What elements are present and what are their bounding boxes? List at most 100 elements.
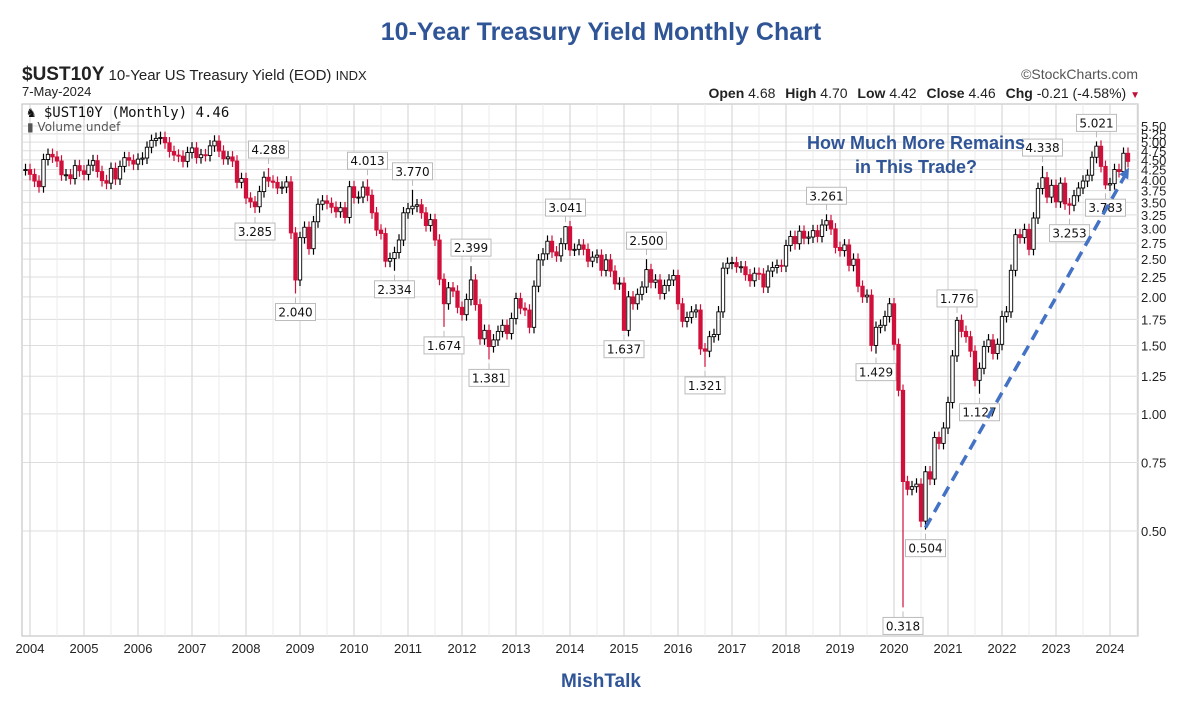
candle-body [792,235,798,245]
y-tick-label: 3.00 [1141,221,1166,236]
price-label-text: 2.399 [454,241,488,255]
brand: ©StockCharts.com [1021,66,1138,82]
candle-body [995,343,1000,354]
candle-body [1031,217,1036,250]
price-label-text: 1.321 [688,379,722,393]
y-tick-label: 1.00 [1141,407,1166,422]
x-tick-label: 2009 [286,641,315,656]
candle-body [126,157,132,161]
x-tick-label: 2008 [232,641,261,656]
price-label-text: 4.338 [1025,141,1059,155]
candle-body [684,317,690,322]
candle-body [347,186,352,218]
candle-body [338,207,343,213]
y-tick-label: 2.75 [1141,236,1166,251]
candle-body [437,239,442,280]
candle-body [257,191,262,208]
price-label: 1.637 [603,334,645,359]
y-tick-label: 1.75 [1141,312,1166,327]
candle-body [203,154,208,157]
candle-body [950,355,955,403]
candle-body [599,254,604,271]
candle-body [50,153,55,158]
x-tick-label: 2007 [178,641,207,656]
candle-body [77,165,82,172]
price-label-text: 3.770 [395,165,429,179]
candle-body [428,219,433,227]
candle-body [122,157,127,167]
candle-body [333,206,339,213]
candle-body [801,230,807,239]
candle-body [1112,169,1117,185]
candle-body [1026,229,1032,250]
price-label: 2.334 [374,274,415,299]
candle-body [855,258,861,287]
candle-body [450,287,456,292]
price-label-text: 1.637 [607,343,641,357]
candle-body [617,282,622,285]
candle-body [459,306,465,316]
footer-credit: MishTalk [561,671,641,692]
candle-body [1058,182,1063,203]
candle-body [252,201,258,208]
y-tick-label: 1.25 [1141,369,1166,384]
price-label-text: 3.285 [238,225,272,239]
candle-body [540,253,546,261]
candle-body [1089,156,1095,176]
candle-body [905,481,910,490]
symbol-line: $UST10Y 10-Year US Treasury Yield (EOD) … [22,64,367,86]
x-tick-label: 2011 [394,641,422,656]
candle-body [594,254,600,258]
candle-body [810,230,816,238]
candle-body [932,436,937,480]
candle-body [968,336,973,352]
candle-body [59,160,64,176]
high-value: 4.70 [820,85,848,101]
candle-body [693,309,699,313]
candle-body [302,226,307,239]
candle-body [104,180,109,184]
candle-body [977,367,982,381]
price-label-text: 2.040 [278,306,312,320]
candle-body [225,156,231,160]
candle-body [185,152,190,162]
candle-body [887,303,892,317]
candle-body [495,330,501,341]
candle-body [1062,182,1068,205]
y-tick-label: 3.75 [1141,184,1166,199]
price-label-text: 0.318 [886,619,920,633]
candle-body [959,319,964,332]
symbol: $UST10Y [22,64,105,85]
price-label: 1.776 [936,289,978,313]
candle-body [27,169,33,175]
candle-body [32,173,37,182]
x-tick-label: 2013 [502,641,531,656]
candle-body [1044,177,1050,198]
candle-body [923,471,928,522]
candle-body [851,258,856,266]
candle-body [414,204,420,207]
candle-body [36,180,42,188]
candle-body [671,275,676,281]
y-tick-label: 0.50 [1141,524,1166,539]
candle-body [149,139,154,148]
candle-body [1022,229,1027,239]
candle-body [1008,269,1014,313]
candle-body [86,164,91,175]
candle-body [1098,145,1104,167]
candle-body [729,262,735,265]
price-label: 2.040 [275,297,316,322]
candle-body [482,329,487,340]
high-label: High [785,85,817,101]
y-tick-label: 3.50 [1141,195,1166,210]
price-label-text: 3.261 [809,189,843,203]
candle-body [230,156,235,162]
candle-body [140,157,145,160]
candle-body [135,158,141,165]
candle-body [378,229,384,234]
ohlc-readout: Open 4.68 High 4.70 Low 4.42 Close 4.46 … [702,85,1140,101]
candle-body [833,228,838,248]
open-value: 4.68 [748,85,776,101]
candle-body [545,240,550,255]
candle-body [275,181,280,189]
